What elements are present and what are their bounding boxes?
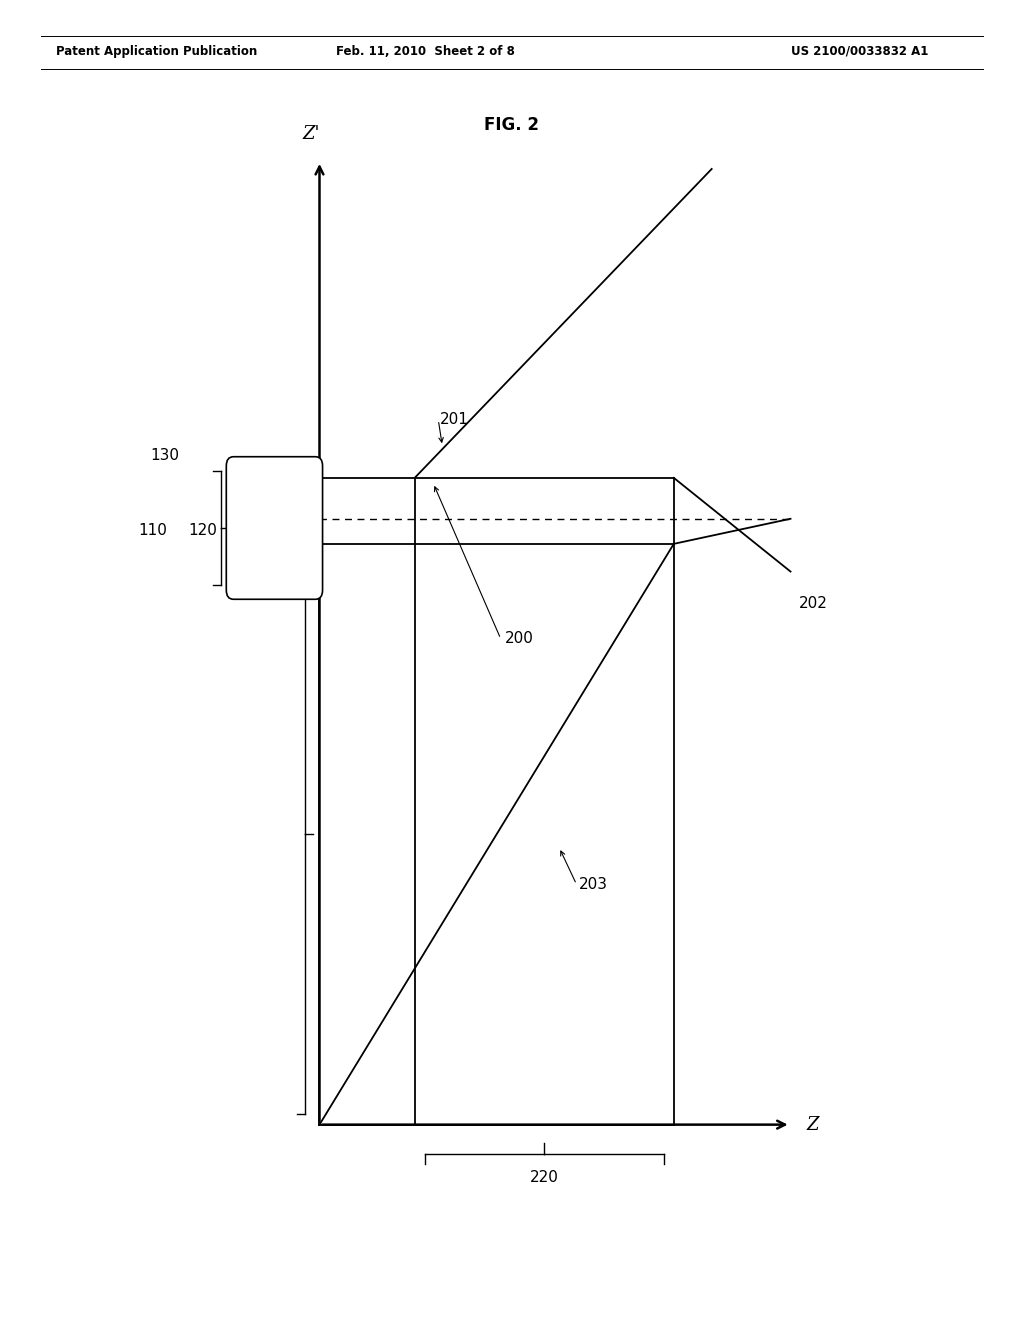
Text: 130: 130: [151, 447, 179, 463]
Text: Feb. 11, 2010  Sheet 2 of 8: Feb. 11, 2010 Sheet 2 of 8: [336, 45, 514, 58]
Text: 120: 120: [188, 523, 217, 539]
Text: Z': Z': [302, 124, 321, 143]
FancyBboxPatch shape: [226, 457, 323, 599]
Text: 202: 202: [799, 595, 827, 611]
Text: 110: 110: [138, 523, 167, 539]
Text: 201: 201: [440, 412, 469, 428]
Text: 200: 200: [505, 631, 534, 647]
Text: US 2100/0033832 A1: US 2100/0033832 A1: [792, 45, 929, 58]
Text: Patent Application Publication: Patent Application Publication: [56, 45, 258, 58]
Text: Z: Z: [807, 1115, 819, 1134]
Text: FIG. 2: FIG. 2: [484, 116, 540, 135]
Text: 203: 203: [579, 876, 607, 892]
Text: 220: 220: [530, 1170, 559, 1185]
